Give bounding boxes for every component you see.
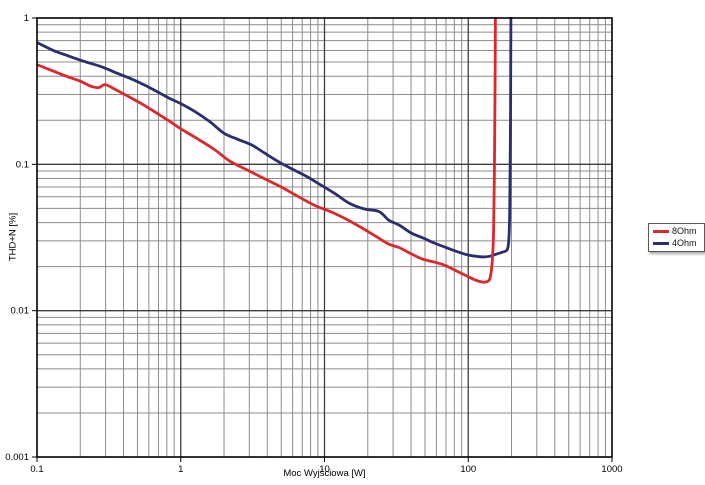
y-axis-title: THD+N [%] [7, 212, 19, 262]
x-tick-label: 1 [178, 464, 183, 475]
x-axis-title: Moc Wyjściowa [W] [283, 468, 366, 479]
legend-line-4ohm-icon [653, 242, 669, 245]
y-tick-label: 0.01 [11, 306, 30, 317]
x-tick-label: 0.1 [30, 464, 43, 475]
legend-line-8ohm-icon [653, 230, 669, 233]
y-tick-label: 0.001 [5, 452, 29, 463]
y-tick-label: 0.1 [16, 159, 29, 170]
series-line-8ohm [37, 17, 497, 284]
legend-item-8ohm: 8Ohm [653, 227, 701, 236]
x-tick-label: 1000 [601, 464, 622, 475]
legend-label-4ohm: 4Ohm [672, 238, 697, 248]
legend-item-4ohm: 4Ohm [653, 239, 701, 248]
x-tick-label: 100 [460, 464, 476, 475]
legend-label-8ohm: 8Ohm [672, 226, 697, 236]
series-line-4ohm [37, 17, 513, 259]
x-tick-label: 10 [319, 464, 330, 475]
y-tick-label: 1 [24, 13, 29, 24]
legend-box: 8Ohm 4Ohm [648, 223, 705, 252]
